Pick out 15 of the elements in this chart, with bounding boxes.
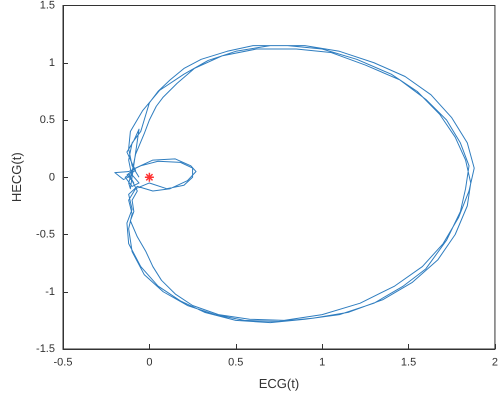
- y-tick-label: 0.5: [40, 114, 55, 126]
- y-tick-label: 0: [48, 171, 55, 184]
- x-tick-label: 1.5: [400, 356, 416, 368]
- line-series: [114, 45, 475, 324]
- x-tick-label: 0.5: [228, 356, 244, 368]
- x-tick-label: 0: [146, 356, 152, 368]
- y-tick-label: 1.5: [40, 0, 55, 12]
- y-tick-label: -1.5: [36, 343, 55, 355]
- y-axis-title: HECG(t): [9, 152, 24, 202]
- x-tick-label: 2: [492, 356, 498, 368]
- y-tick-label: 1: [48, 56, 55, 69]
- x-axis-title: ECG(t): [258, 376, 300, 391]
- x-tick-label: 1: [319, 356, 326, 368]
- y-tick-label: -0.5: [36, 228, 55, 240]
- y-tick-label: -1: [45, 286, 55, 298]
